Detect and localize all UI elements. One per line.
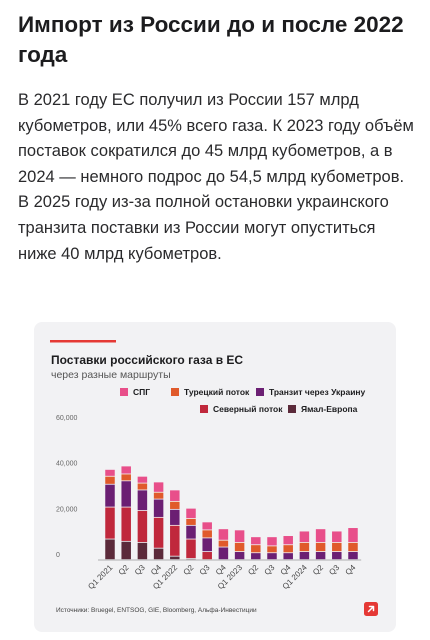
- x-tick-label: Q2: [117, 563, 131, 577]
- legend-swatch: [200, 405, 208, 413]
- bar-segment: [170, 509, 180, 525]
- bar-segment: [234, 530, 245, 543]
- bar-segment: [186, 508, 196, 519]
- bar-segment: [105, 476, 115, 484]
- bar-segment: [332, 552, 342, 560]
- bar-segment: [315, 542, 326, 552]
- bar-segment: [121, 474, 131, 481]
- bar-segment: [105, 507, 115, 539]
- x-tick-label: Q3: [327, 563, 341, 577]
- logo-arrow: [367, 605, 375, 613]
- bar-segment: [267, 546, 277, 553]
- bar-segment: [283, 553, 293, 560]
- chart-source: Источники: Bruegel, ENTSOG, GIE, Bloombe…: [56, 607, 257, 614]
- accent-line: [50, 340, 116, 343]
- bar-segment: [283, 536, 293, 545]
- chart-card: Поставки российского газа в ЕС через разн…: [34, 322, 396, 632]
- bar-segment: [251, 545, 261, 553]
- bar-segment: [332, 531, 342, 543]
- legend-swatch: [171, 388, 179, 396]
- bar-segment: [218, 547, 229, 560]
- bar-segment: [105, 484, 115, 507]
- article-body: В 2021 году ЕС получил из России 157 млр…: [18, 91, 414, 263]
- bar-segment: [315, 552, 326, 560]
- legend-label: СПГ: [133, 387, 150, 397]
- bar-segment: [121, 507, 131, 541]
- x-tick-label: Q2: [182, 563, 196, 577]
- bar-segment: [267, 537, 277, 546]
- bar-segment: [121, 466, 131, 474]
- y-tick-label: 0: [56, 552, 60, 559]
- bar-segment: [105, 469, 115, 476]
- x-tick-label: Q3: [198, 563, 212, 577]
- bar-segment: [153, 492, 164, 499]
- bar-segment: [267, 553, 277, 560]
- bar-segment: [299, 552, 310, 560]
- legend-swatch: [288, 405, 296, 413]
- legend-label: Северный поток: [213, 404, 283, 414]
- legend-label: Ямал-Европа: [301, 404, 358, 414]
- bar-segment: [153, 482, 164, 492]
- bar-segment: [299, 542, 310, 552]
- gas-supply-chart: Поставки российского газа в ЕС через разн…: [50, 340, 378, 616]
- bar-segment: [234, 552, 245, 560]
- x-tick-label: Q2: [246, 563, 260, 577]
- x-tick-label: Q1 2021: [86, 563, 114, 591]
- bar-segment: [153, 517, 164, 548]
- legend-label: Транзит через Украину: [269, 387, 366, 397]
- bar-segment: [332, 542, 342, 552]
- bar-segment: [137, 483, 148, 490]
- bar-segment: [202, 538, 212, 552]
- bar-segment: [186, 539, 196, 559]
- bar-segment: [218, 540, 229, 547]
- y-tick-label: 60,000: [56, 415, 78, 422]
- bar-segment: [170, 556, 180, 560]
- bar-segment: [170, 490, 180, 501]
- bar-segment: [348, 542, 358, 552]
- bar-segment: [137, 542, 148, 560]
- bar-segment: [121, 481, 131, 507]
- bar-segment: [153, 548, 164, 560]
- legend-swatch: [120, 388, 128, 396]
- bar-segment: [202, 530, 212, 538]
- chart-subtitle: через разные маршруты: [51, 369, 171, 381]
- bar-segment: [170, 501, 180, 509]
- bar-segment: [348, 528, 358, 543]
- bar-segment: [153, 499, 164, 517]
- bar-segment: [299, 531, 310, 543]
- bar-segment: [137, 510, 148, 543]
- bar-segment: [121, 541, 131, 560]
- bar-segment: [202, 552, 212, 560]
- bar-segment: [186, 518, 196, 525]
- article-title: Импорт из России до и после 2022 года: [18, 12, 404, 67]
- chart-title: Поставки российского газа в ЕС: [51, 353, 243, 367]
- bar-segment: [137, 490, 148, 511]
- bar-segment: [251, 537, 261, 545]
- bar-segment: [234, 542, 245, 552]
- bar-segment: [105, 539, 115, 560]
- bar-segment: [170, 525, 180, 556]
- legend-label: Турецкий поток: [184, 387, 250, 397]
- x-tick-label: Q3: [263, 563, 277, 577]
- y-tick-label: 40,000: [56, 461, 78, 468]
- x-tick-label: Q2: [311, 563, 325, 577]
- bar-segment: [137, 476, 148, 483]
- x-tick-label: Q3: [133, 563, 147, 577]
- bar-segment: [315, 529, 326, 543]
- bar-segment: [251, 553, 261, 560]
- bar-segment: [186, 525, 196, 539]
- bar-segment: [218, 529, 229, 540]
- bar-segment: [348, 552, 358, 560]
- legend-swatch: [256, 388, 264, 396]
- bar-segment: [283, 545, 293, 553]
- bar-segment: [202, 522, 212, 530]
- y-tick-label: 20,000: [56, 506, 78, 513]
- x-tick-label: Q4: [344, 563, 358, 577]
